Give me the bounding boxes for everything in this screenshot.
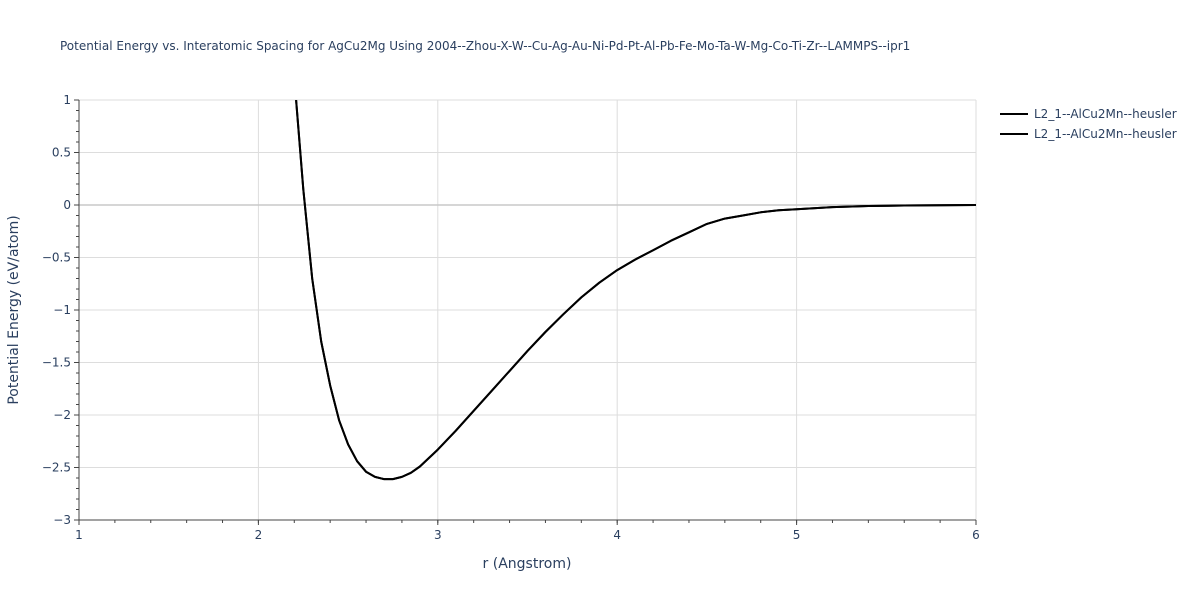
series-group (295, 100, 976, 481)
x-tick-label: 1 (75, 528, 83, 542)
y-tick-label: 0 (63, 198, 71, 212)
legend-label: L2_1--AlCu2Mn--heusler (1034, 127, 1177, 141)
legend[interactable]: L2_1--AlCu2Mn--heusler L2_1--AlCu2Mn--heu… (1000, 107, 1177, 141)
tick-labels: 1 2 3 4 5 6 1 0.5 0 −0.5 −1 −1.5 −2 −2.5 −3 (42, 93, 980, 542)
y-tick-label: −2.5 (42, 461, 71, 475)
legend-item[interactable]: L2_1--AlCu2Mn--heusler (1000, 107, 1177, 121)
x-tick-label: 2 (255, 528, 263, 542)
series-line (295, 100, 976, 481)
series-line (295, 100, 976, 481)
x-tick-label: 5 (793, 528, 801, 542)
chart-title: Potential Energy vs. Interatomic Spacing… (60, 39, 910, 53)
gridlines (79, 99, 977, 520)
y-tick-label: 0.5 (52, 146, 71, 160)
y-tick-label: −0.5 (42, 251, 71, 265)
y-axis-title: Potential Energy (eV/atom) (6, 215, 22, 404)
legend-label: L2_1--AlCu2Mn--heusler (1034, 107, 1177, 121)
plot-area (295, 100, 976, 481)
y-tick-label: −1 (53, 303, 71, 317)
y-tick-label: −1.5 (42, 356, 71, 370)
y-tick-label: −2 (53, 408, 71, 422)
y-tick-label: −3 (53, 513, 71, 527)
x-tick-label: 4 (613, 528, 621, 542)
y-tick-label: 1 (63, 93, 71, 107)
x-tick-label: 3 (434, 528, 442, 542)
x-axis-title: r (Angstrom) (483, 556, 572, 572)
axes (74, 99, 977, 525)
legend-item[interactable]: L2_1--AlCu2Mn--heusler (1000, 127, 1177, 141)
x-tick-label: 6 (972, 528, 980, 542)
